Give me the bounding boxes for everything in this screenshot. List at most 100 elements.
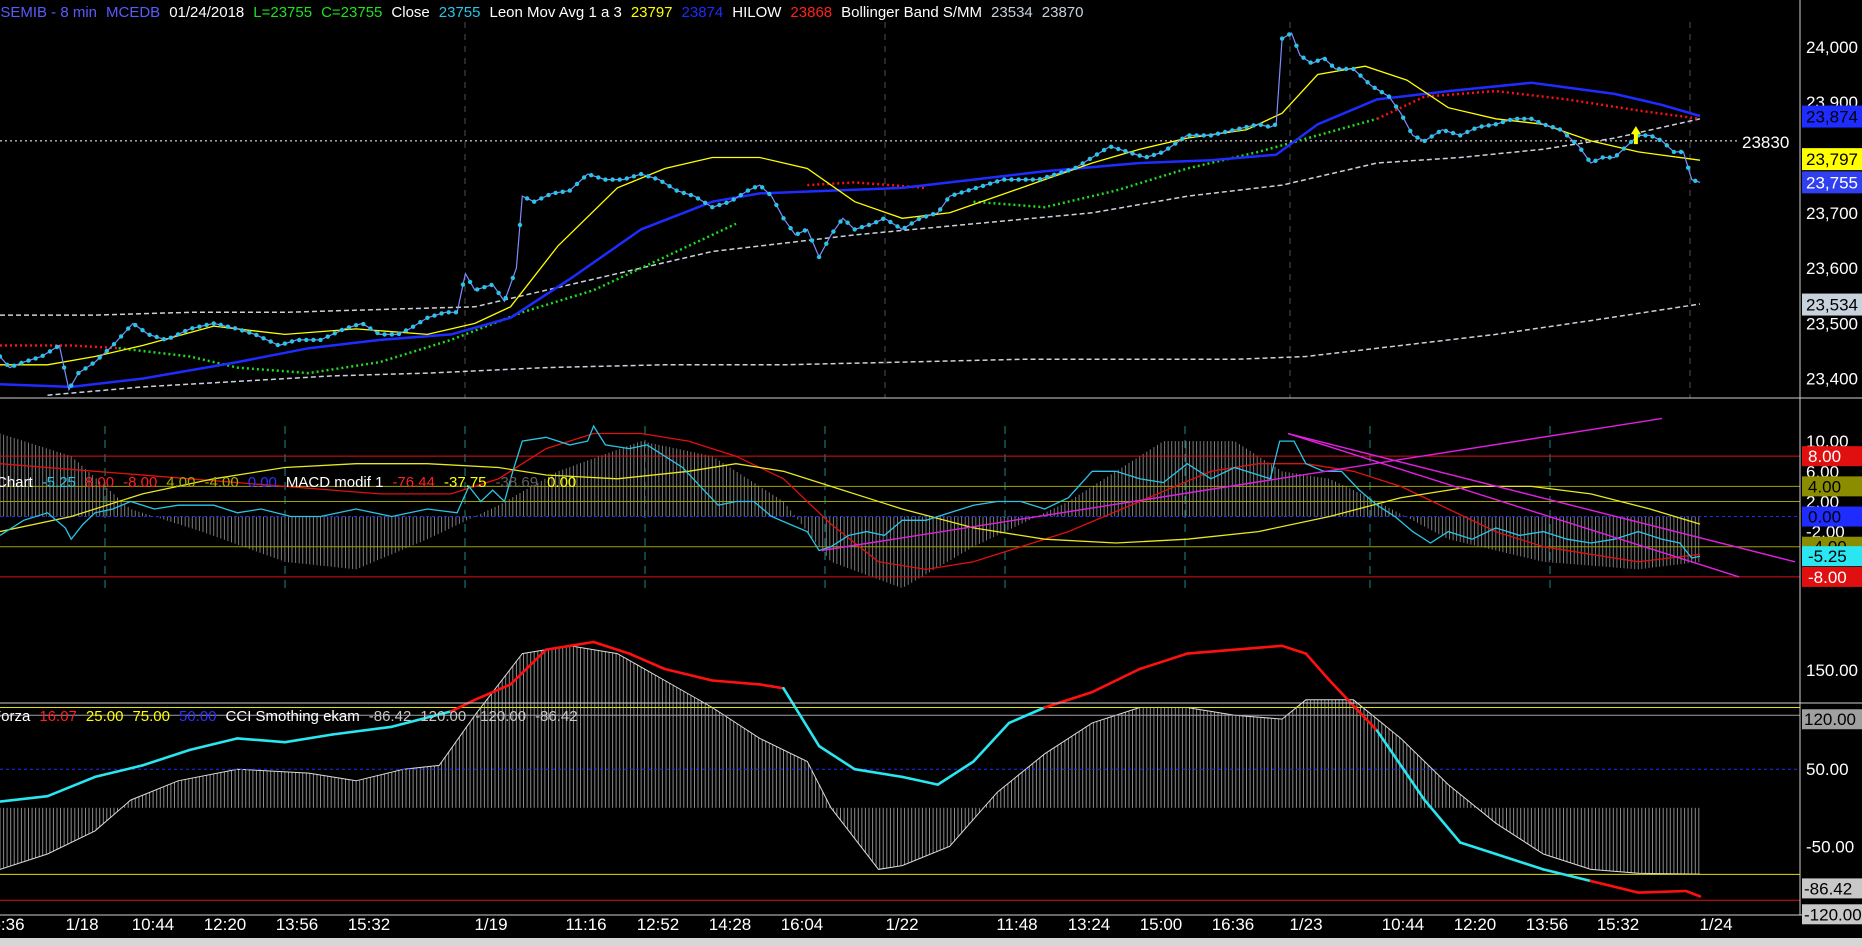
leon-ma-line <box>0 65 1701 366</box>
price-badge-label: 23,797 <box>1806 150 1858 169</box>
macd-panel[interactable] <box>0 417 1800 592</box>
header_price-item: 23874 <box>682 4 724 21</box>
price-badge <box>1802 171 1862 194</box>
price-badge <box>1802 293 1862 316</box>
close-point <box>1529 116 1534 122</box>
close-point <box>453 310 459 315</box>
close-point <box>47 349 53 354</box>
close-point <box>852 227 857 232</box>
close-point <box>368 326 373 331</box>
close-point <box>1187 133 1192 138</box>
close-point <box>667 184 672 189</box>
close-point <box>596 175 601 180</box>
header_cci-item: 75.00 <box>132 708 170 725</box>
close-point <box>1557 127 1563 132</box>
bollinger-mid-red-left <box>0 344 119 350</box>
close-point <box>1429 134 1434 139</box>
close-point <box>83 366 88 371</box>
cci-line-segment <box>853 767 904 779</box>
header_price-item: 23534 <box>991 4 1033 21</box>
close-point <box>1116 146 1121 152</box>
close-point <box>873 220 879 225</box>
bottom-scrollbar[interactable] <box>0 938 1862 946</box>
time-tick: 15:32 <box>348 915 391 934</box>
close-point <box>418 320 423 325</box>
close-point <box>4 362 10 367</box>
close-point <box>446 310 451 315</box>
cci-line-segment <box>1138 652 1189 671</box>
cci-line-segment <box>758 683 785 690</box>
crosshair-label-bg <box>1740 129 1798 152</box>
price-tick: 23,600 <box>1806 259 1858 278</box>
bollinger-upper-line <box>0 118 1701 316</box>
macd-trendline-1[interactable] <box>1287 432 1740 578</box>
close-point <box>1614 153 1620 158</box>
cci-line-segment <box>1589 879 1640 894</box>
cci-tick: -50.00 <box>1806 837 1854 856</box>
close-point <box>1358 73 1363 78</box>
cci-panel[interactable] <box>0 640 1800 901</box>
close-point <box>710 205 715 210</box>
time-tick: 14:28 <box>709 915 752 934</box>
time-tick: 1/24 <box>1699 915 1732 934</box>
close-point <box>1628 139 1634 145</box>
close-point <box>923 214 929 219</box>
cci-line-segment <box>1423 798 1462 844</box>
header_price-item: L=23755 <box>253 4 312 21</box>
time-tick: 1/18 <box>65 915 98 934</box>
price-panel[interactable] <box>0 22 1800 398</box>
macd-trendline-2[interactable] <box>1287 432 1796 563</box>
cci-line-segment <box>1684 889 1702 898</box>
close-point <box>553 190 558 196</box>
close-point <box>845 220 850 225</box>
bollinger-mid-red-mid <box>807 181 927 190</box>
close-point <box>1486 123 1491 128</box>
cci-badge-label: -120.00 <box>1804 905 1862 924</box>
macd-badge-label: 8.00 <box>1808 447 1841 466</box>
cci-line-segment <box>141 748 192 767</box>
header_cci-item: -120.00 <box>475 708 526 725</box>
header_macd-item: 0.00 <box>248 474 277 491</box>
close-point <box>475 287 480 292</box>
macd-trendline-0[interactable] <box>821 417 1663 552</box>
close-point <box>532 199 537 204</box>
close-point <box>1657 137 1662 142</box>
cci-line-segment <box>1090 667 1141 694</box>
header_macd-item: Chart <box>0 474 34 491</box>
header_price-item: 23870 <box>1042 4 1084 21</box>
cci-badge-label: 120.00 <box>1804 710 1856 729</box>
close-point <box>204 322 209 328</box>
macd-badge-label: -5.25 <box>1808 547 1847 566</box>
close-point <box>1272 122 1278 128</box>
header_cci-item: -86.42 <box>535 708 578 725</box>
cci-line-segment <box>1043 690 1094 709</box>
close-point <box>1279 36 1285 41</box>
close-point <box>1123 149 1128 154</box>
close-point <box>1009 177 1014 182</box>
close-point <box>197 324 202 329</box>
cci-line-segment <box>782 686 821 748</box>
header_macd-item: 0.00 <box>547 474 576 491</box>
close-point <box>909 221 914 226</box>
close-point <box>147 332 152 337</box>
time-tick: 12:20 <box>204 915 247 934</box>
close-point <box>952 192 957 197</box>
close-point <box>339 327 345 333</box>
close-point <box>1536 119 1541 125</box>
close-point <box>26 358 31 363</box>
close-point <box>211 321 216 326</box>
close-point <box>1650 134 1655 139</box>
close-point <box>681 190 686 196</box>
time-tick: 6:36 <box>0 915 25 934</box>
close-point <box>546 192 551 198</box>
header_price-item: Close <box>391 4 429 21</box>
time-tick: 11:48 <box>996 915 1037 934</box>
close-point <box>168 335 174 340</box>
close-point <box>1052 172 1057 177</box>
close-point <box>1379 90 1385 95</box>
close-point <box>1130 151 1135 156</box>
cci-line-segment <box>1458 841 1498 856</box>
close-point <box>254 332 259 338</box>
close-point <box>1458 133 1463 138</box>
